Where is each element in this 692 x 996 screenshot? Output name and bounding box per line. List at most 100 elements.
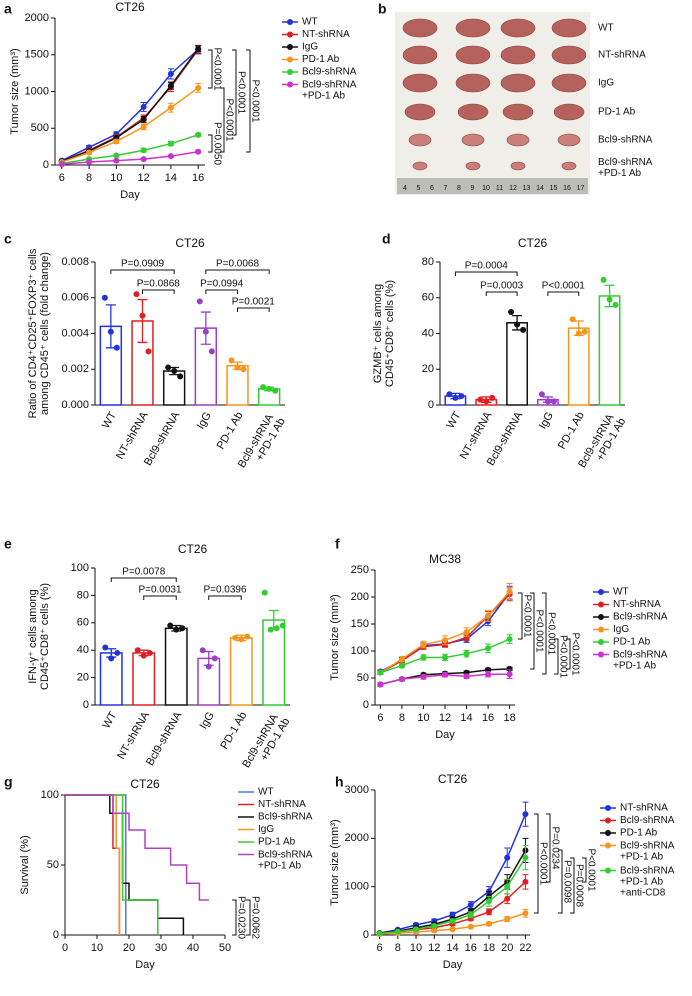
x-tick-label: 14 xyxy=(165,172,177,184)
data-point xyxy=(442,654,448,661)
panel-letter: h xyxy=(335,774,344,790)
survival-curve xyxy=(65,794,121,935)
legend-label: Bcl9-shRNA xyxy=(620,815,675,826)
data-point xyxy=(522,811,529,818)
data-point xyxy=(420,641,427,648)
data-point xyxy=(167,622,174,629)
data-point xyxy=(102,644,109,651)
legend-marker xyxy=(598,614,604,620)
data-point xyxy=(581,328,588,335)
legend-label: Bcl9-shRNA +PD-1 Ab xyxy=(302,79,359,101)
data-point xyxy=(522,878,529,885)
data-point xyxy=(208,348,215,355)
y-tick-label: 500 xyxy=(31,122,49,134)
data-point xyxy=(140,652,147,659)
x-tick-label: 0 xyxy=(62,942,68,954)
legend-label: Bcl9-shRNA xyxy=(258,812,313,823)
data-point xyxy=(544,398,551,405)
data-point xyxy=(463,673,470,680)
bracket xyxy=(220,87,225,153)
x-tick-label: 10 xyxy=(410,942,422,954)
x-axis-label: Day xyxy=(435,729,455,741)
legend-marker xyxy=(605,817,611,824)
y-tick-label: 100 xyxy=(71,562,89,574)
y-axis-label: Tumor size (mm³) xyxy=(9,48,21,134)
bracket xyxy=(547,291,580,296)
data-point xyxy=(113,138,120,145)
data-point xyxy=(538,391,545,398)
x-tick-label: 8 xyxy=(395,942,401,954)
ruler-label: 10 xyxy=(482,185,490,192)
bracket xyxy=(558,849,563,914)
p-value: P<0.0001 xyxy=(545,612,556,656)
data-point xyxy=(261,589,268,596)
x-tick-label: 12 xyxy=(138,172,150,184)
data-point xyxy=(431,927,438,934)
x-tick-label: 10 xyxy=(91,942,103,954)
x-tick-label: 22 xyxy=(519,942,531,954)
x-tick-label: IgG xyxy=(198,710,217,731)
data-point xyxy=(463,629,470,636)
data-point xyxy=(506,588,513,595)
bracket xyxy=(205,289,238,294)
bracket xyxy=(232,899,237,936)
data-point xyxy=(58,161,65,168)
legend-marker xyxy=(598,651,604,658)
x-axis-label: Day xyxy=(443,959,463,971)
data-point xyxy=(133,291,140,298)
p-value: P<0.0001 xyxy=(249,79,260,123)
legend-label: PD-1 Ab xyxy=(302,54,340,65)
ruler-label: 5 xyxy=(417,185,421,192)
x-tick-label: IgG xyxy=(195,410,214,431)
legend-label: NT-shRNA xyxy=(620,803,668,814)
p-value: P=0.0068 xyxy=(216,259,260,270)
p-value: P=0.0004 xyxy=(465,261,509,272)
data-point xyxy=(477,396,484,403)
data-point xyxy=(211,655,218,662)
p-value: P<0.0001 xyxy=(235,71,246,115)
y-tick-label: 100 xyxy=(351,645,369,657)
data-point xyxy=(266,385,273,392)
tumor xyxy=(553,103,585,121)
survival-curve xyxy=(65,794,209,901)
data-point xyxy=(234,364,241,371)
panel-letter: b xyxy=(378,1,387,17)
tumor xyxy=(412,161,428,171)
legend-marker xyxy=(287,56,293,63)
data-point xyxy=(195,84,202,91)
panel-letter: e xyxy=(4,536,12,552)
tumor xyxy=(500,73,536,93)
y-tick-label: 50 xyxy=(357,672,369,684)
legend-label: WT xyxy=(613,587,629,598)
series-line xyxy=(61,49,199,162)
data-point xyxy=(244,633,251,640)
ruler-label: 6 xyxy=(430,185,434,192)
legend-label: IgG xyxy=(258,824,274,835)
x-tick-label: PD-1 Ab xyxy=(215,410,246,451)
x-tick-label: 50 xyxy=(219,942,231,954)
legend-marker xyxy=(287,69,293,75)
data-point xyxy=(238,636,245,643)
data-point xyxy=(140,116,147,123)
data-point xyxy=(195,131,202,138)
tumor xyxy=(408,133,432,147)
legend-label: Bcl9-shRNA +PD-1 Ab xyxy=(258,849,315,871)
data-point xyxy=(140,147,147,154)
bar xyxy=(598,295,621,406)
data-point xyxy=(199,647,206,654)
data-point xyxy=(413,926,420,933)
x-tick-label: 10 xyxy=(110,172,122,184)
y-axis-label: IFN-γ⁺ cells among xyxy=(27,589,39,683)
bracket xyxy=(485,291,518,296)
legend-label: PD-1 Ab xyxy=(613,637,651,648)
tumor xyxy=(551,45,587,65)
y-tick-label: 1500 xyxy=(25,49,49,61)
data-point xyxy=(522,854,529,861)
data-point xyxy=(107,328,114,335)
tumor xyxy=(461,133,485,147)
data-point xyxy=(205,663,212,670)
legend-label: Bcl9-shRNA xyxy=(613,612,668,623)
bracket xyxy=(208,134,213,153)
tumor xyxy=(455,45,491,65)
bracket xyxy=(542,592,547,675)
